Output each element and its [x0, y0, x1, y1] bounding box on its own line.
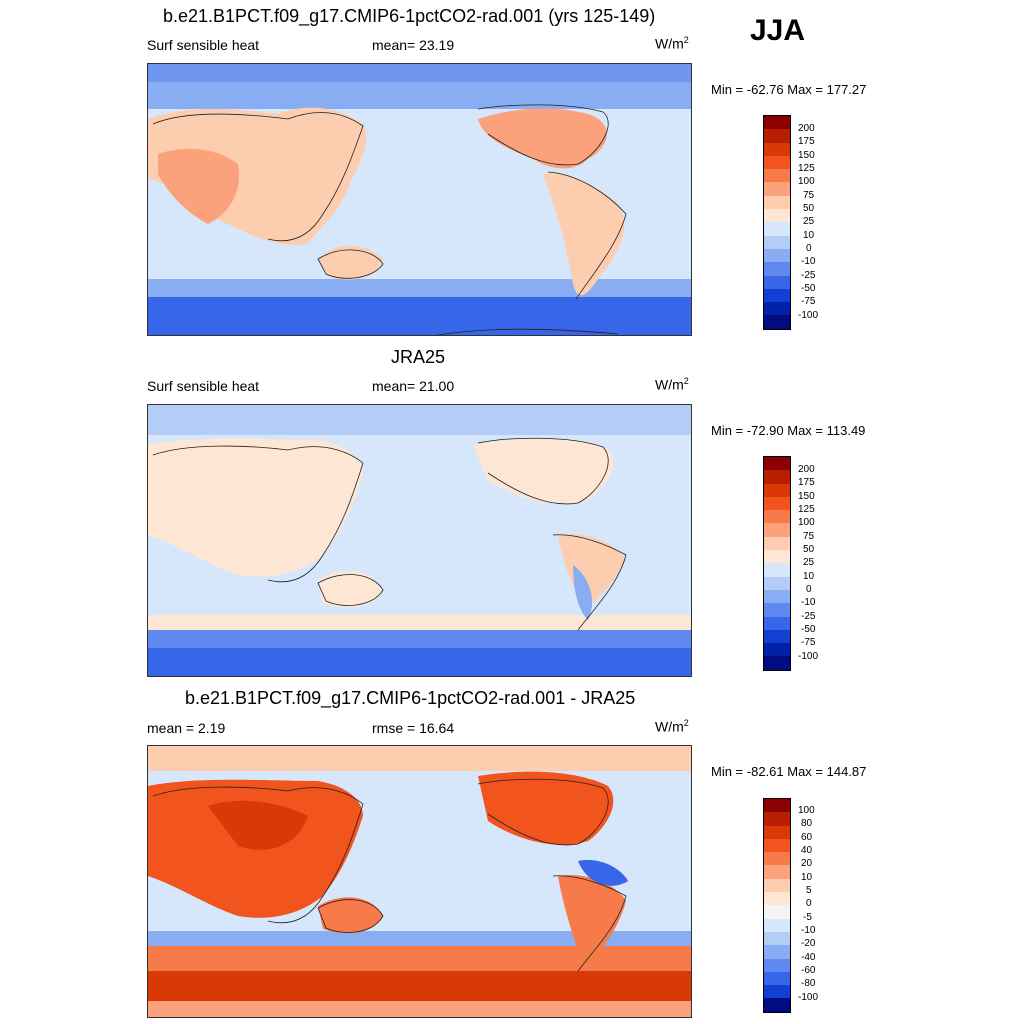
colorbar-tick-label: -20: [801, 938, 816, 949]
colorbar-tick-label: -60: [801, 965, 816, 976]
colorbar: [763, 798, 791, 1013]
colorbar-tick-label: -80: [801, 978, 816, 989]
colorbar-tick-label: -75: [801, 637, 816, 648]
colorbar-tick-label: 50: [803, 203, 815, 214]
colorbar-tick-label: 75: [803, 190, 815, 201]
season-label: JJA: [750, 14, 806, 47]
colorbar-tick-label: 20: [801, 858, 813, 869]
colorbar-tick-label: -5: [803, 912, 812, 923]
min-max-label: Min = -82.61 Max = 144.87: [711, 764, 867, 779]
colorbar-tick-label: 40: [801, 845, 813, 856]
map-model: [147, 63, 692, 336]
colorbar-tick-label: 10: [801, 872, 813, 883]
colorbar-tick-label: 150: [798, 491, 815, 502]
colorbar-tick-label: 175: [798, 136, 815, 147]
colorbar: [763, 115, 791, 330]
colorbar-tick-label: 50: [803, 544, 815, 555]
colorbar-tick-label: 10: [803, 571, 815, 582]
mean-label: mean= 23.19: [372, 37, 455, 53]
colorbar-tick-label: 100: [798, 517, 815, 528]
colorbar-tick-label: -75: [801, 296, 816, 307]
units-label: W/m2: [655, 376, 689, 393]
colorbar-tick-label: -50: [801, 624, 816, 635]
units-label: W/m2: [655, 35, 689, 52]
colorbar-tick-label: 80: [801, 818, 813, 829]
colorbar-tick-label: -10: [801, 597, 816, 608]
panel-title: b.e21.B1PCT.f09_g17.CMIP6-1pctCO2-rad.00…: [185, 688, 636, 708]
colorbar-tick-label: 0: [806, 584, 812, 595]
colorbar-tick-label: 25: [803, 216, 815, 227]
colorbar-tick-label: 0: [806, 243, 812, 254]
map-difference: [147, 745, 692, 1018]
colorbar-tick-label: 125: [798, 504, 815, 515]
colorbar-tick-label: 5: [806, 885, 812, 896]
colorbar-tick-label: 0: [806, 898, 812, 909]
colorbar: [763, 456, 791, 671]
colorbar-tick-label: 25: [803, 557, 815, 568]
colorbar-tick-label: -10: [801, 925, 816, 936]
colorbar-tick-label: 200: [798, 123, 815, 134]
colorbar-tick-label: 200: [798, 464, 815, 475]
colorbar-tick-label: 125: [798, 163, 815, 174]
colorbar-tick-label: 10: [803, 230, 815, 241]
colorbar-tick-label: -40: [801, 952, 816, 963]
colorbar-tick-label: -50: [801, 283, 816, 294]
panel-title: JRA25: [391, 347, 446, 367]
mean-label: mean= 21.00: [372, 378, 455, 394]
colorbar-tick-label: -10: [801, 256, 816, 267]
units-label: W/m2: [655, 718, 689, 735]
variable-label: Surf sensible heat: [147, 378, 260, 394]
colorbar-tick-label: 100: [798, 805, 815, 816]
colorbar-tick-label: 100: [798, 176, 815, 187]
panel-title: b.e21.B1PCT.f09_g17.CMIP6-1pctCO2-rad.00…: [163, 6, 656, 26]
variable-label: Surf sensible heat: [147, 37, 260, 53]
min-max-label: Min = -72.90 Max = 113.49: [711, 423, 866, 438]
mean-label: mean = 2.19: [147, 720, 226, 736]
colorbar-tick-label: -100: [798, 651, 819, 662]
colorbar-tick-label: 60: [801, 832, 813, 843]
colorbar-tick-label: -25: [801, 611, 816, 622]
min-max-label: Min = -62.76 Max = 177.27: [711, 82, 867, 97]
colorbar-tick-label: -25: [801, 270, 816, 281]
colorbar-tick-label: 75: [803, 531, 815, 542]
colorbar-tick-label: 175: [798, 477, 815, 488]
colorbar-tick-label: 150: [798, 150, 815, 161]
colorbar-tick-label: -100: [798, 310, 819, 321]
rmse-label: rmse = 16.64: [372, 720, 455, 736]
map-obs: [147, 404, 692, 677]
colorbar-tick-label: -100: [798, 992, 819, 1003]
